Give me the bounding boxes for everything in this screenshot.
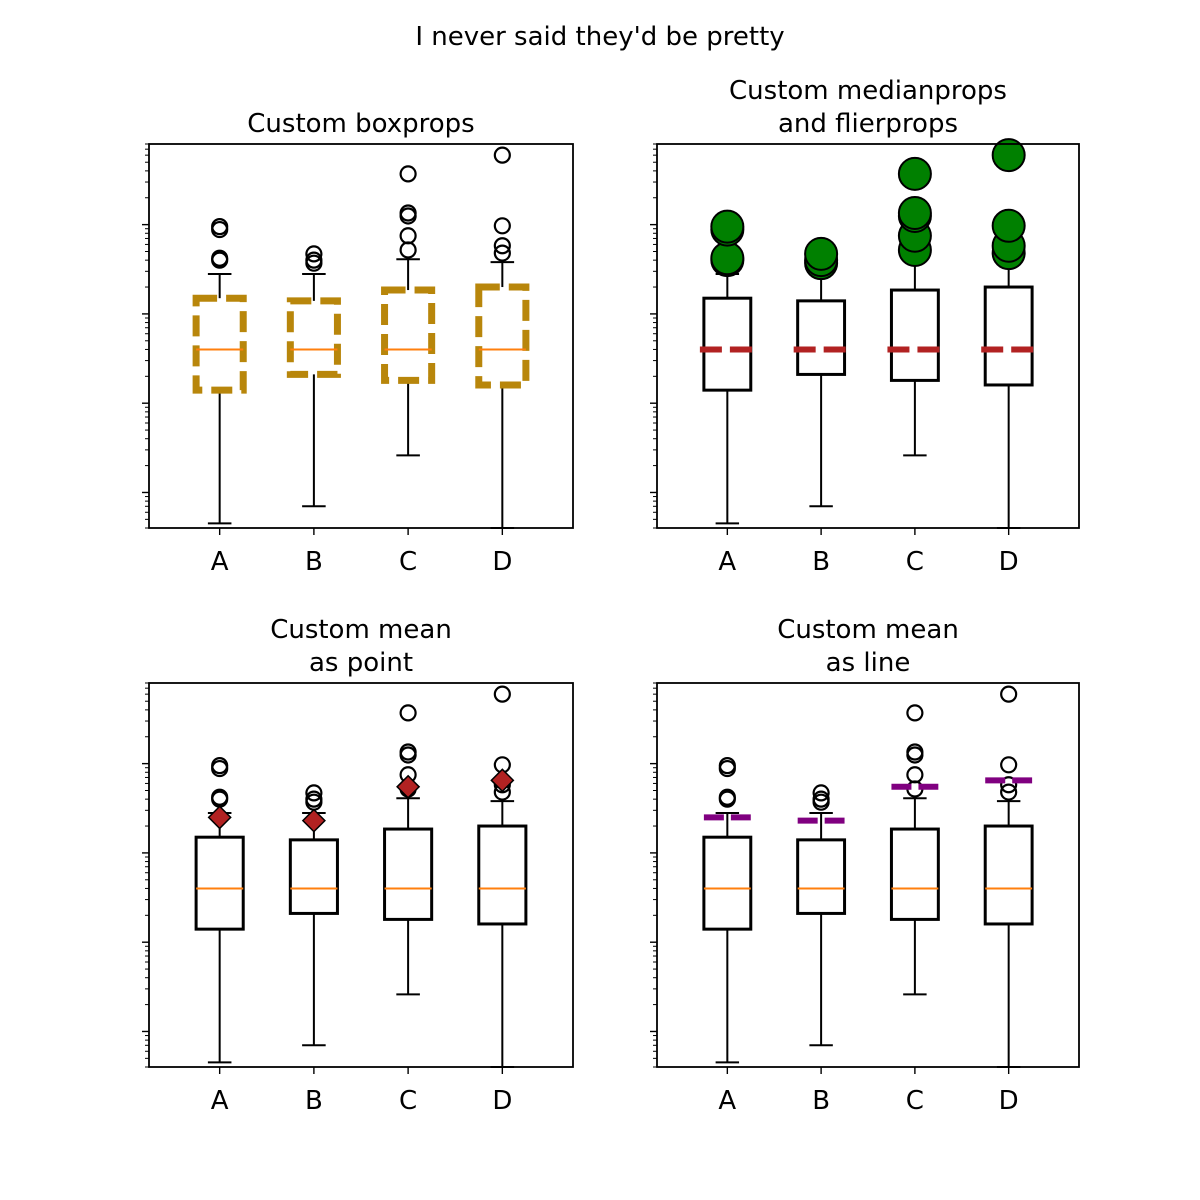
flier-point: [493, 685, 511, 703]
subplot-title-line: Custom mean: [270, 615, 452, 645]
subplot-title-line: as line: [826, 648, 911, 678]
x-tick-label: B: [812, 1086, 830, 1116]
subplot-title-line: as point: [309, 648, 413, 678]
flier-point: [305, 251, 323, 269]
flier-point: [991, 138, 1026, 173]
x-tick-label: C: [399, 1086, 417, 1116]
subplot-title-line: Custom boxprops: [247, 109, 474, 139]
flier-point: [718, 757, 736, 775]
box-c: [889, 288, 940, 382]
subplot-title-line: Custom medianprops: [729, 76, 1007, 106]
flier-point: [211, 249, 229, 267]
flier-point: [812, 784, 830, 802]
box-b: [288, 838, 339, 915]
flier-point: [493, 146, 511, 164]
flier-point: [493, 237, 511, 255]
x-tick-label: C: [399, 547, 417, 577]
flier-point: [305, 784, 323, 802]
x-tick-label: A: [718, 547, 736, 577]
flier-point: [399, 204, 417, 222]
box-d: [983, 824, 1034, 926]
flier-point: [211, 218, 229, 236]
box-d: [477, 824, 528, 926]
flier-point: [1000, 776, 1018, 794]
box-d: [475, 283, 530, 389]
axes-frame: [148, 143, 574, 529]
x-tick-label: D: [999, 547, 1019, 577]
box-a: [702, 296, 753, 392]
flier-point: [399, 165, 417, 183]
x-tick-label: A: [718, 1086, 736, 1116]
flier-point: [804, 236, 839, 271]
box-c: [381, 286, 436, 384]
flier-point: [305, 790, 323, 808]
box-d: [983, 285, 1034, 387]
box-c: [383, 827, 434, 921]
flier-point: [1000, 685, 1018, 703]
flier-point: [305, 245, 323, 263]
axes-frame: [656, 143, 1080, 529]
x-tick-label: D: [999, 1086, 1019, 1116]
subplot-title-line: Custom mean: [777, 615, 959, 645]
x-tick-label: D: [492, 547, 512, 577]
subplot-4: Custom mean as line A B C D: [650, 615, 1080, 1116]
flier-point: [399, 743, 417, 761]
subplot-title: Custom mean as line: [777, 615, 959, 678]
subplot-2: Custom medianprops and flierprops A B C D: [650, 76, 1080, 577]
subplot-3: Custom mean as point A B C D: [142, 615, 574, 1116]
figure-suptitle: I never said they'd be pretty: [415, 22, 784, 52]
x-tick-label: A: [211, 1086, 229, 1116]
axes-frame: [148, 682, 574, 1068]
flier-point: [906, 743, 924, 761]
subplot-title: Custom boxprops: [247, 109, 474, 139]
box-a: [192, 294, 247, 394]
box-a: [194, 835, 245, 931]
flier-point: [1000, 756, 1018, 774]
flier-point: [399, 227, 417, 245]
flier-point: [211, 757, 229, 775]
flier-point: [897, 195, 932, 230]
box-b: [796, 838, 847, 915]
box-a: [702, 835, 753, 931]
x-tick-label: A: [211, 547, 229, 577]
mean-marker: [301, 808, 326, 833]
flier-point: [906, 766, 924, 784]
box-c: [889, 827, 940, 921]
x-tick-label: D: [492, 1086, 512, 1116]
flier-point: [399, 704, 417, 722]
x-tick-label: B: [305, 1086, 323, 1116]
x-tick-label: B: [812, 547, 830, 577]
x-tick-label: C: [906, 1086, 924, 1116]
subplot-title: Custom mean as point: [270, 615, 452, 678]
flier-point: [897, 156, 932, 191]
flier-point: [493, 244, 511, 262]
flier-point: [906, 704, 924, 722]
mean-marker: [490, 768, 515, 793]
flier-point: [718, 788, 736, 806]
axes-frame: [656, 682, 1080, 1068]
flier-point: [493, 217, 511, 235]
flier-point: [812, 790, 830, 808]
x-tick-label: B: [305, 547, 323, 577]
box-b: [796, 299, 847, 376]
subplot-title-line: and flierprops: [778, 109, 958, 139]
flier-point: [991, 208, 1026, 243]
flier-point: [710, 209, 745, 244]
subplot-1: Custom boxprops A B C D: [142, 109, 574, 577]
mean-marker: [396, 774, 421, 799]
subplot-title: Custom medianprops and flierprops: [729, 76, 1007, 139]
flier-point: [710, 241, 745, 276]
mean-marker: [207, 805, 232, 830]
flier-point: [211, 788, 229, 806]
flier-point: [1000, 783, 1018, 801]
x-tick-label: C: [906, 547, 924, 577]
